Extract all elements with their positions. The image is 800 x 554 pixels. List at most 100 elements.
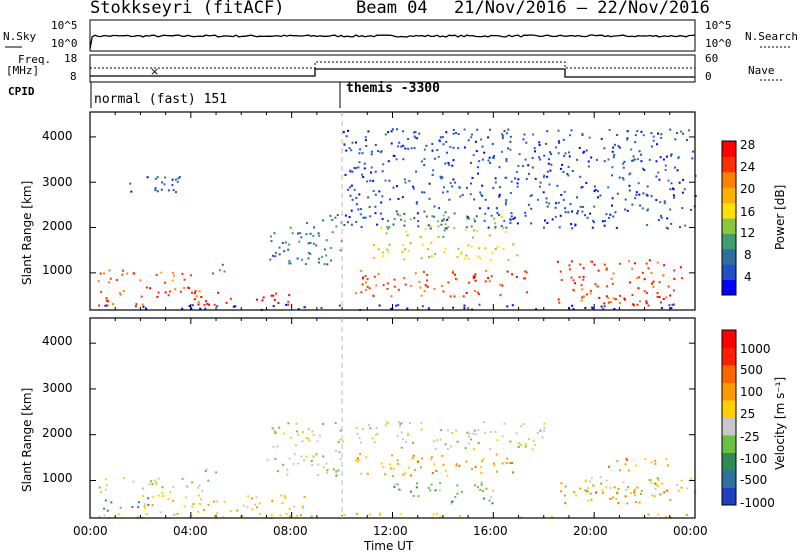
power-pixel — [449, 182, 452, 185]
power-pixel — [427, 248, 429, 251]
power-pixel — [473, 229, 475, 232]
power-pixel — [452, 159, 455, 162]
power-pixel — [406, 307, 409, 310]
power-pixel — [193, 298, 196, 301]
power-pixel — [177, 177, 180, 180]
power-pixel — [494, 222, 497, 225]
power-pixel — [318, 257, 321, 260]
power-pixel — [174, 288, 177, 291]
velocity-pixel — [337, 441, 340, 444]
power-pixel — [631, 294, 634, 296]
power-pixel — [288, 243, 291, 246]
velocity-pixel — [254, 503, 256, 506]
power-pixel — [582, 295, 585, 298]
power-pixel — [446, 151, 448, 154]
power-pixel — [647, 208, 649, 211]
power-pixel — [641, 167, 644, 170]
velocity-pixel — [317, 474, 319, 476]
velocity-pixel — [215, 512, 218, 515]
power-pixel — [474, 290, 476, 292]
velocity-pixel — [176, 512, 179, 515]
velocity-pixel — [506, 457, 509, 460]
power-pixel — [135, 303, 138, 306]
velocity-pixel — [375, 433, 377, 436]
power-pixel — [445, 140, 448, 143]
velocity-pixel — [474, 465, 477, 468]
power-pixel — [354, 292, 357, 295]
power-pixel — [664, 164, 667, 167]
power-pixel — [261, 299, 264, 302]
power-pixel — [345, 149, 348, 152]
velocity-pixel — [657, 479, 660, 481]
power-pixel — [403, 178, 406, 181]
power-pixel — [522, 277, 525, 280]
power-pixel — [400, 218, 403, 221]
velocity-pixel — [496, 439, 499, 442]
velocity-pixel — [332, 468, 335, 471]
power-pixel — [505, 158, 508, 161]
power-pixel — [666, 227, 669, 230]
power-pixel — [556, 184, 559, 187]
power-pixel — [463, 257, 466, 260]
power-pixel — [611, 282, 614, 285]
velocity-pixel — [251, 497, 253, 500]
power-pixel — [176, 180, 179, 183]
velocity-pixel — [303, 459, 305, 462]
power-pixel — [392, 223, 395, 226]
velocity-pixel — [154, 481, 157, 484]
power-pixel — [512, 243, 515, 246]
power-pixel — [636, 130, 639, 133]
velocity-pixel — [404, 472, 407, 475]
velocity-pixel — [492, 489, 495, 492]
velocity-pixel — [316, 440, 319, 443]
velocity-pixel — [616, 491, 619, 494]
velocity-pixel — [589, 480, 592, 483]
velocity-pixel — [247, 495, 250, 498]
velocity-pixel — [655, 483, 658, 486]
vel-cbar-25: 25 — [740, 407, 756, 421]
velocity-pixel — [473, 448, 476, 451]
power-pixel — [439, 140, 441, 143]
power-pixel — [586, 216, 589, 219]
power-pixel — [585, 181, 588, 184]
nsearch-label: N.Search — [745, 30, 798, 43]
power-cbar-24: 24 — [740, 160, 756, 174]
power-pixel — [614, 298, 617, 301]
power-pixel — [609, 213, 612, 216]
power-pixel — [365, 145, 368, 147]
power-pixel — [574, 282, 577, 285]
velocity-pixel — [185, 496, 188, 499]
power-pixel — [447, 281, 450, 284]
power-pixel — [684, 224, 687, 227]
power-pixel — [672, 289, 675, 292]
power-pixel — [468, 217, 471, 220]
power-pixel — [524, 270, 527, 273]
power-pixel — [402, 158, 405, 161]
power-pixel — [487, 226, 490, 229]
power-pixel — [221, 263, 224, 266]
power-pixel — [632, 159, 635, 162]
power-pixel — [545, 142, 547, 145]
velocity-pixel — [666, 489, 669, 492]
power-pixel — [576, 158, 579, 161]
power-pixel — [472, 275, 475, 278]
power-pixel — [545, 197, 548, 200]
power-pixel — [484, 280, 487, 283]
power-pixel — [626, 130, 629, 132]
power-pixel — [666, 217, 669, 220]
power-pixel — [300, 236, 303, 239]
power-pixel — [452, 270, 454, 273]
velocity-pixel — [564, 485, 567, 488]
velocity-pixel — [307, 437, 310, 440]
velocity-pixel — [543, 429, 546, 432]
power-pixel — [442, 235, 445, 238]
power-colorbar-frame — [721, 140, 737, 296]
velocity-pixel — [485, 487, 488, 490]
velocity-pixel — [471, 468, 474, 471]
velocity-pixel — [144, 507, 147, 510]
velocity-pixel — [359, 453, 362, 456]
power-pixel — [350, 184, 353, 187]
power-pixel — [466, 216, 469, 219]
velocity-pixel — [638, 501, 641, 504]
power-pixel — [441, 285, 444, 287]
